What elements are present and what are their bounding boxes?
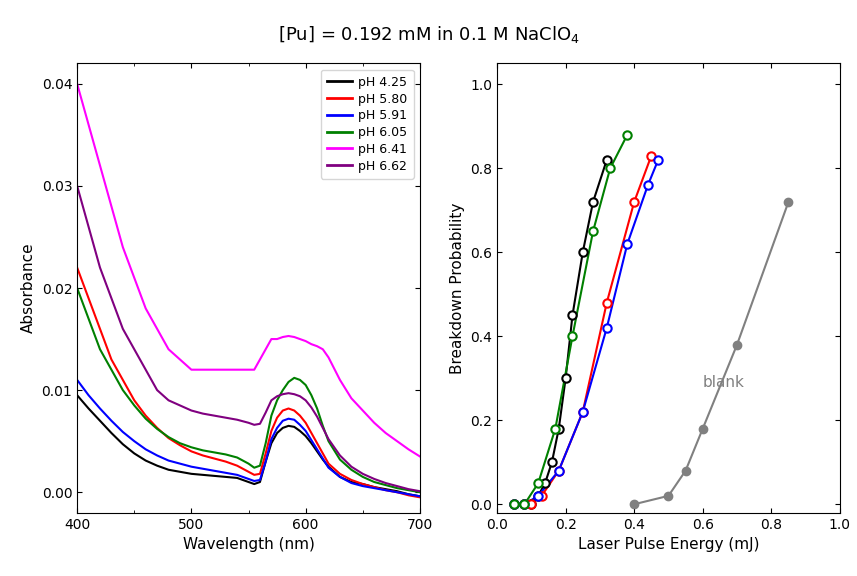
Y-axis label: Breakdown Probability: Breakdown Probability [450, 202, 464, 374]
Text: [Pu] = 0.192 mM in 0.1 M NaClO$_4$: [Pu] = 0.192 mM in 0.1 M NaClO$_4$ [278, 24, 579, 45]
X-axis label: Wavelength (nm): Wavelength (nm) [183, 537, 315, 552]
Y-axis label: Absorbance: Absorbance [21, 242, 36, 334]
Text: blank: blank [703, 374, 745, 390]
X-axis label: Laser Pulse Energy (mJ): Laser Pulse Energy (mJ) [578, 537, 759, 552]
Legend: pH 4.25, pH 5.80, pH 5.91, pH 6.05, pH 6.41, pH 6.62: pH 4.25, pH 5.80, pH 5.91, pH 6.05, pH 6… [321, 70, 414, 179]
